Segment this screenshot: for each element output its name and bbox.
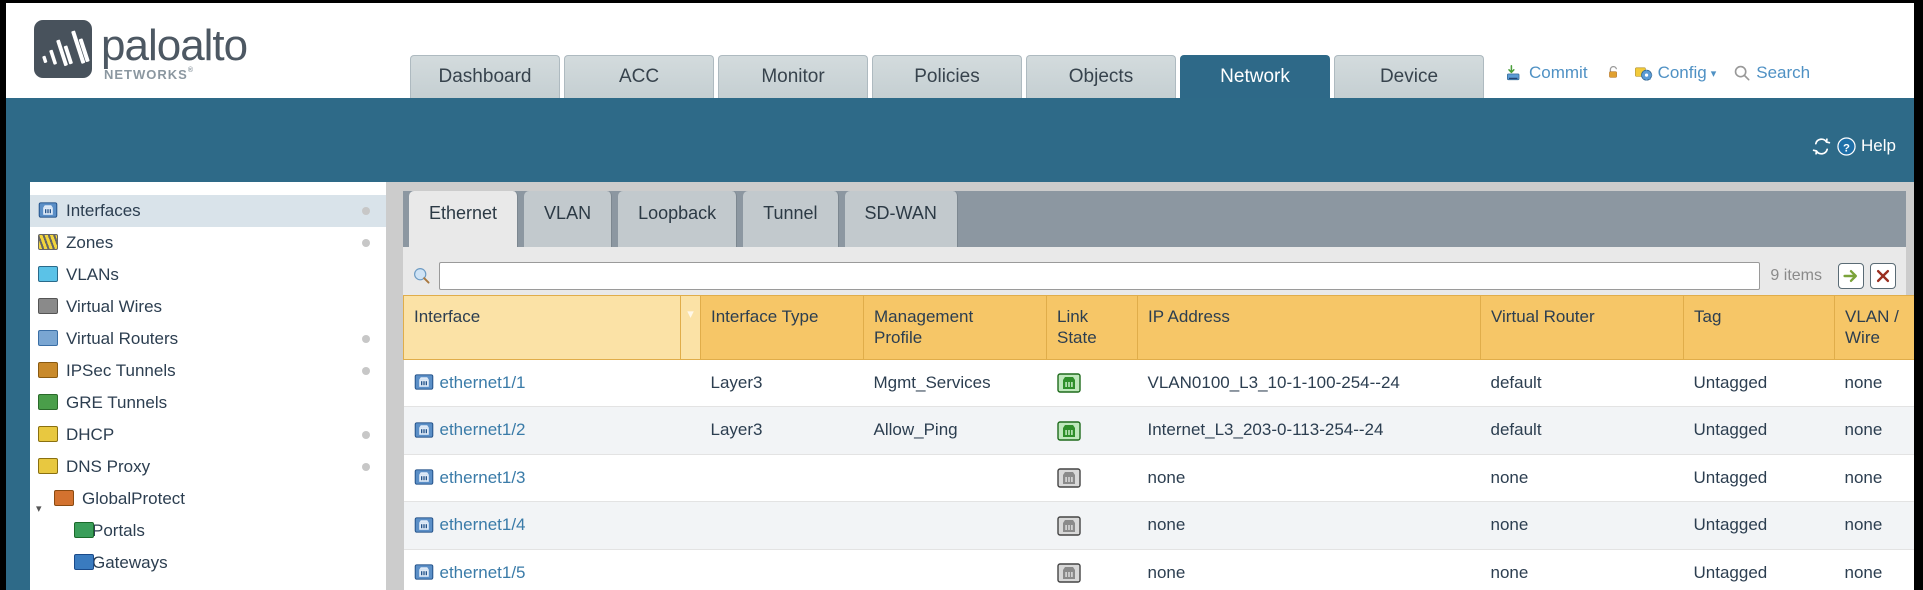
svg-text:?: ? [1843,142,1850,154]
